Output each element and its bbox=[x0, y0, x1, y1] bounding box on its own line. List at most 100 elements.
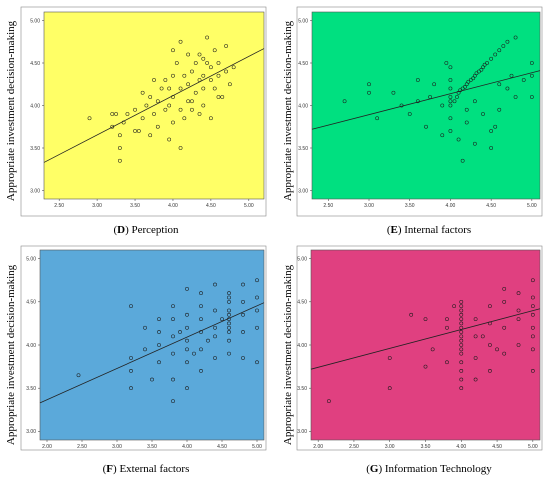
data-point bbox=[432, 82, 437, 87]
data-point bbox=[459, 308, 464, 313]
data-point bbox=[342, 99, 347, 104]
data-point bbox=[489, 129, 494, 133]
data-point bbox=[459, 343, 464, 347]
data-point bbox=[445, 317, 449, 321]
data-point bbox=[178, 86, 183, 91]
data-point bbox=[174, 61, 179, 65]
data-point bbox=[213, 356, 217, 360]
x-tick-label: 3.50 bbox=[405, 203, 415, 209]
data-point bbox=[440, 133, 445, 138]
data-point bbox=[171, 399, 175, 404]
data-point bbox=[529, 61, 534, 65]
data-point bbox=[459, 347, 464, 352]
data-point bbox=[227, 291, 231, 296]
data-point bbox=[448, 78, 453, 82]
data-point bbox=[201, 103, 206, 108]
data-point bbox=[171, 334, 175, 339]
data-point bbox=[129, 369, 133, 373]
data-point bbox=[513, 95, 518, 99]
data-point bbox=[495, 347, 499, 352]
data-point bbox=[186, 52, 191, 57]
data-point bbox=[501, 44, 506, 48]
data-point bbox=[171, 73, 175, 78]
data-point bbox=[448, 65, 453, 70]
data-point bbox=[171, 317, 175, 321]
x-tick-label: 4.50 bbox=[486, 203, 496, 209]
data-point bbox=[502, 351, 507, 356]
x-tick-label: 4.50 bbox=[217, 444, 227, 450]
panel-f-caption: (F) External factors bbox=[103, 463, 190, 475]
data-point bbox=[241, 299, 245, 304]
panel-d-caption: (D) Perception bbox=[113, 224, 179, 236]
data-point bbox=[227, 82, 232, 87]
data-point bbox=[117, 158, 122, 163]
x-tick-label: 2.50 bbox=[77, 444, 87, 450]
data-point bbox=[213, 308, 217, 313]
x-tick-label: 3.00 bbox=[385, 444, 395, 450]
data-point bbox=[445, 360, 449, 365]
x-tick-label: 3.50 bbox=[147, 444, 157, 450]
data-point bbox=[391, 90, 396, 95]
data-point bbox=[129, 356, 133, 360]
x-tick-label: 2.50 bbox=[349, 444, 359, 450]
data-point bbox=[459, 334, 464, 339]
panel-e-background bbox=[311, 11, 541, 200]
y-tick-label: 4.00 bbox=[30, 103, 40, 109]
data-point bbox=[117, 133, 122, 138]
panel-d-marks: 2.50 3.00 3.50 4.00 4.50 5.00 3.00 3.50 4.00 4.50… bbox=[30, 18, 265, 209]
panel-g-background bbox=[310, 249, 541, 441]
data-point bbox=[488, 369, 492, 373]
data-point bbox=[186, 82, 191, 87]
panel-f-background bbox=[39, 249, 265, 441]
panel-d: Appropriate investment decision-making 2… bbox=[5, 6, 267, 236]
data-point bbox=[157, 343, 161, 347]
y-tick-label: 3.50 bbox=[298, 146, 308, 152]
data-point bbox=[423, 317, 428, 321]
data-point bbox=[110, 112, 115, 116]
x-tick-label: 2.00 bbox=[42, 444, 52, 450]
data-point bbox=[140, 90, 145, 95]
data-point bbox=[213, 325, 217, 330]
data-point bbox=[199, 304, 203, 309]
data-point bbox=[452, 304, 456, 309]
data-point bbox=[530, 295, 535, 300]
y-tick-label: 5.00 bbox=[297, 256, 307, 262]
data-point bbox=[459, 377, 464, 382]
data-point bbox=[327, 399, 331, 404]
data-point bbox=[150, 377, 154, 382]
data-point bbox=[216, 73, 221, 78]
panel-g: Appropriate investment decision-making 2… bbox=[282, 245, 543, 475]
x-tick-label: 3.50 bbox=[130, 203, 140, 209]
data-point bbox=[133, 129, 137, 133]
y-tick-label: 3.00 bbox=[298, 188, 308, 194]
data-point bbox=[227, 308, 231, 313]
data-point bbox=[448, 103, 453, 108]
data-point bbox=[152, 78, 156, 82]
y-tick-label: 5.00 bbox=[30, 18, 40, 24]
data-point bbox=[190, 107, 194, 112]
data-point bbox=[473, 317, 478, 321]
y-tick-label: 5.00 bbox=[298, 18, 308, 24]
data-point bbox=[448, 95, 453, 99]
data-point bbox=[480, 334, 485, 339]
data-point bbox=[241, 282, 245, 287]
y-tick-label: 4.00 bbox=[298, 103, 308, 109]
data-point bbox=[448, 99, 453, 104]
data-point bbox=[227, 325, 231, 330]
x-tick-label: 2.50 bbox=[54, 203, 64, 209]
data-point bbox=[459, 351, 464, 356]
data-point bbox=[182, 73, 187, 78]
data-point bbox=[459, 360, 464, 365]
data-point bbox=[455, 95, 459, 99]
data-point bbox=[497, 107, 502, 112]
data-point bbox=[87, 116, 92, 121]
data-point bbox=[216, 95, 221, 99]
data-point bbox=[157, 317, 161, 321]
y-tick-label: 3.50 bbox=[26, 386, 36, 392]
data-point bbox=[224, 69, 228, 74]
data-point bbox=[530, 312, 535, 317]
data-point bbox=[167, 86, 172, 91]
y-tick-label: 4.00 bbox=[297, 343, 307, 349]
data-point bbox=[407, 112, 412, 116]
data-point bbox=[199, 347, 203, 352]
